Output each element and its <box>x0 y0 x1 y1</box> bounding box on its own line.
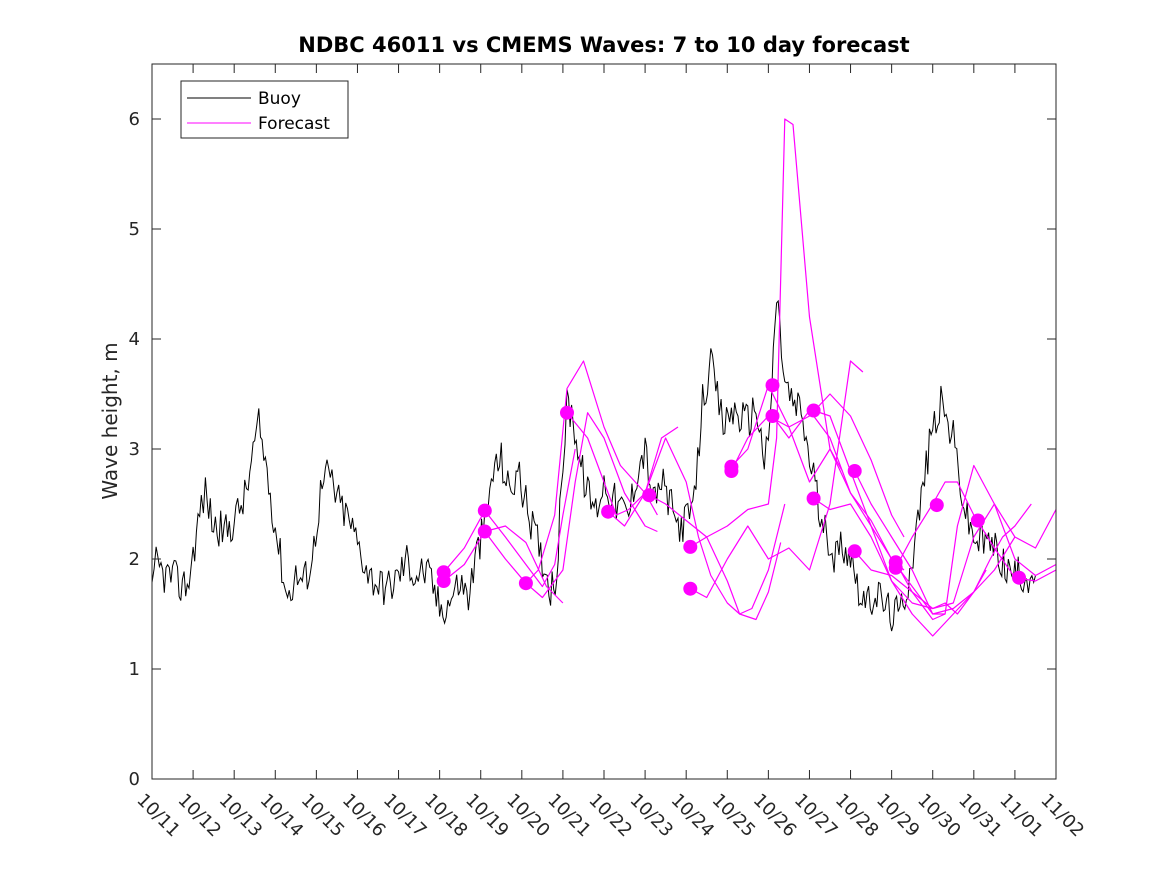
forecast-marker <box>683 581 698 596</box>
forecast-marker <box>518 576 533 591</box>
y-axis-label: Wave height, m <box>98 342 122 499</box>
forecast-line <box>854 464 1057 615</box>
forecast-line <box>895 562 946 621</box>
forecast-line <box>772 409 987 615</box>
y-tick-label: 2 <box>129 549 140 570</box>
forecast-line <box>813 498 1032 615</box>
chart-title: NDBC 46011 vs CMEMS Waves: 7 to 10 day f… <box>298 33 909 57</box>
forecast-marker <box>477 503 492 518</box>
forecast-line <box>443 448 576 588</box>
forecast-marker <box>724 459 739 474</box>
forecast-line <box>607 437 786 615</box>
buoy-line <box>151 299 1036 632</box>
forecast-marker <box>642 488 657 503</box>
legend-buoy-label: Buoy <box>258 89 301 109</box>
forecast-line <box>525 412 658 599</box>
forecast-line <box>566 412 679 516</box>
y-tick-label: 5 <box>129 219 140 240</box>
legend-forecast-label: Forecast <box>258 114 330 134</box>
forecast-marker <box>970 513 985 528</box>
forecast-marker <box>806 403 821 418</box>
forecast-line <box>443 525 564 604</box>
forecast-line <box>730 384 905 571</box>
forecast-marker <box>1012 570 1026 585</box>
forecast-marker <box>888 555 903 570</box>
forecast-marker <box>436 565 451 580</box>
forecast-line <box>813 409 1016 637</box>
forecast-marker <box>601 504 616 519</box>
forecast-marker <box>683 539 698 554</box>
forecast-markers <box>436 378 1026 596</box>
forecast-marker <box>806 491 821 506</box>
y-tick-label: 0 <box>129 769 140 790</box>
legend-box <box>180 80 349 139</box>
y-tick-label: 1 <box>129 659 140 680</box>
legend: Buoy Forecast <box>180 80 349 139</box>
forecast-marker <box>765 409 780 423</box>
forecast-series <box>443 118 1057 637</box>
forecast-line <box>689 118 843 548</box>
forecast-marker <box>847 544 862 559</box>
forecast-marker <box>847 464 862 478</box>
y-tick-label: 3 <box>129 439 140 460</box>
forecast-marker <box>560 405 574 420</box>
forecast-line <box>854 503 1057 610</box>
forecast-line <box>484 360 658 584</box>
y-tick-label: 6 <box>129 109 140 130</box>
forecast-marker <box>477 524 492 539</box>
forecast-marker <box>929 498 944 513</box>
forecast-line <box>690 360 864 599</box>
plot-area <box>152 64 1056 779</box>
forecast-line <box>730 393 905 538</box>
buoy-series <box>151 299 1036 632</box>
forecast-line <box>648 494 782 621</box>
y-tick-label: 4 <box>129 329 140 350</box>
forecast-marker <box>765 378 780 393</box>
